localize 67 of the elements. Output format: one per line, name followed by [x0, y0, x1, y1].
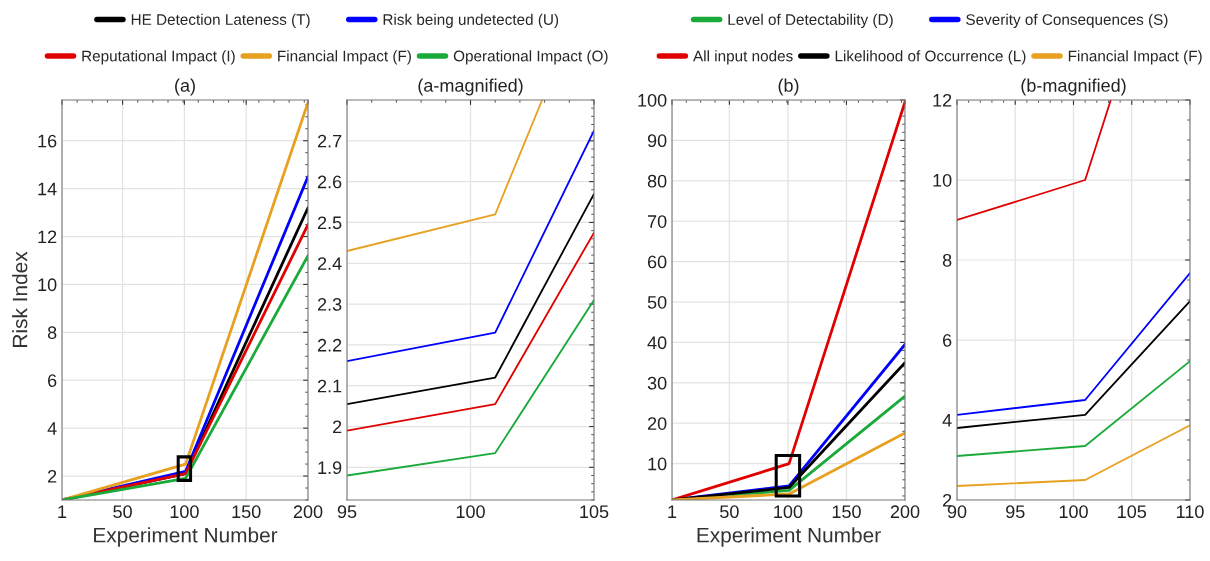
y-tick-label: 100: [638, 93, 667, 107]
x-tick-label: 100: [456, 505, 485, 519]
x-tick-label: 100: [170, 505, 199, 519]
chart-title: (a-magnified): [418, 78, 523, 96]
y-tick-label: 70: [647, 215, 667, 228]
x-tick-label: 105: [1118, 505, 1147, 519]
legend-label: Severity of Consequences (S): [966, 13, 1168, 28]
y-tick-label: 14: [38, 182, 57, 196]
x-tick-label: 105: [580, 505, 609, 519]
x-axis-title: Experiment Number: [94, 527, 278, 547]
x-tick-label: 1: [58, 505, 67, 518]
legend-label: Operational Impact (O): [453, 50, 608, 65]
y-tick-label: 1.9: [318, 461, 342, 475]
y-tick-label: 2.1: [317, 379, 342, 393]
y-tick-label: 2: [48, 469, 57, 483]
x-tick-label: 110: [1176, 505, 1204, 519]
x-tick-label: 1: [668, 505, 677, 518]
x-axis-title: Experiment Number: [697, 527, 881, 547]
legend-label: Level of Detectability (D): [728, 13, 893, 28]
legend-label: Likelihood of Occurrence (L): [835, 50, 1026, 65]
x-tick-label: 200: [890, 505, 920, 519]
y-tick-label: 4: [47, 422, 57, 435]
y-tick-label: 50: [647, 295, 667, 309]
y-tick-label: 8: [47, 326, 57, 340]
x-tick-label: 95: [1006, 505, 1025, 519]
legend-label: Reputational Impact (I): [82, 50, 235, 65]
x-tick-label: 150: [832, 505, 861, 519]
y-tick-label: 80: [647, 174, 667, 188]
y-tick-label: 6: [48, 374, 57, 387]
y-tick-label: 12: [933, 93, 952, 107]
y-axis-title: Risk Index: [12, 251, 28, 347]
legend-label: Financial Impact (F): [1068, 50, 1202, 65]
y-tick-label: 2.6: [317, 175, 342, 189]
x-tick-label: 150: [232, 505, 261, 519]
y-tick-label: 40: [647, 336, 667, 350]
y-tick-label: 4: [942, 414, 952, 427]
legend-label: HE Detection Lateness (T): [131, 13, 310, 28]
y-tick-label: 12: [38, 230, 57, 244]
y-tick-label: 8: [942, 253, 952, 267]
chart-title: (b): [778, 78, 799, 96]
y-tick-label: 10: [648, 457, 667, 471]
y-tick-label: 90: [647, 134, 667, 148]
y-tick-label: 6: [943, 333, 952, 347]
legend-label: Risk being undetected (U): [383, 13, 559, 28]
y-tick-label: 2.2: [317, 338, 342, 352]
y-tick-label: 2: [333, 420, 342, 434]
legend-label: Financial Impact (F): [278, 50, 411, 65]
x-tick-label: 100: [774, 505, 803, 519]
x-tick-label: 50: [720, 505, 739, 519]
y-tick-label: 16: [38, 134, 57, 148]
y-tick-label: 2: [943, 493, 952, 507]
y-tick-label: 30: [647, 376, 667, 390]
y-tick-label: 10: [38, 278, 57, 292]
x-tick-label: 95: [337, 505, 357, 519]
chart-title: (b-magnified): [1021, 78, 1126, 96]
y-tick-label: 2.4: [317, 257, 342, 270]
y-tick-label: 2.5: [317, 216, 342, 230]
x-tick-label: 50: [113, 505, 132, 519]
y-tick-label: 2.3: [317, 298, 342, 311]
x-tick-label: 200: [293, 505, 323, 519]
y-tick-label: 20: [647, 417, 667, 430]
chart-title: (a): [175, 78, 195, 96]
y-tick-label: 10: [933, 173, 952, 187]
x-tick-label: 100: [1059, 505, 1088, 519]
y-tick-label: 60: [647, 255, 667, 269]
legend-label: All input nodes: [693, 50, 793, 65]
y-tick-label: 2.7: [317, 134, 342, 148]
